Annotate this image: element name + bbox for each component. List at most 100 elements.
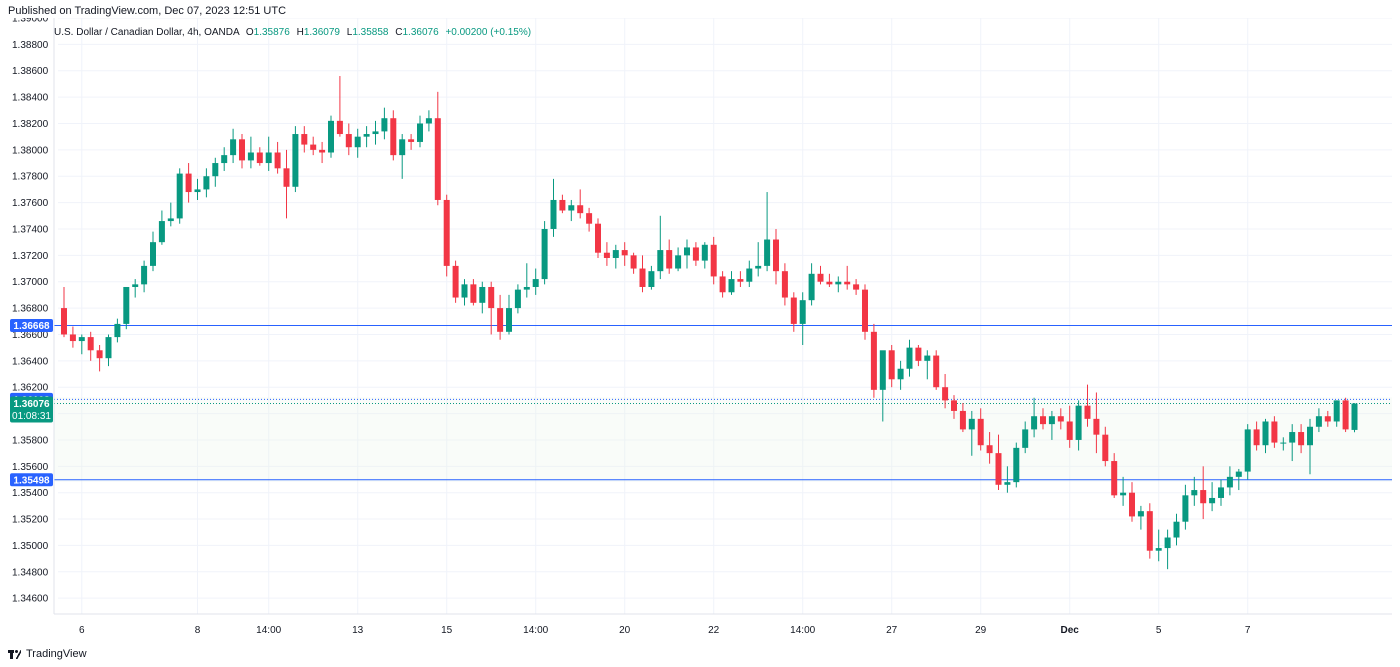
candle-body: [265, 152, 272, 164]
candle-body: [1048, 416, 1055, 425]
candle-body: [488, 286, 495, 309]
candle-body: [1333, 400, 1340, 422]
tradingview-branding[interactable]: TradingView: [8, 646, 87, 662]
candle: [1315, 408, 1322, 433]
branding-text: TradingView: [26, 648, 87, 660]
candle-body: [1342, 400, 1349, 430]
x-tick-label: 14:00: [523, 625, 548, 636]
candle-body: [381, 118, 388, 132]
candle: [283, 149, 290, 219]
candle: [657, 215, 664, 280]
candle: [203, 168, 210, 198]
candle-body: [523, 286, 530, 290]
candle-body: [915, 347, 922, 361]
candlestick-chart[interactable]: 1.39000 1.38800 1.38600 1.38400 1.38200 1.380…: [8, 18, 1392, 638]
candle-body: [1040, 416, 1046, 425]
candle: [1066, 405, 1073, 448]
chart-frame[interactable]: 1.39000 1.38800 1.38600 1.38400 1.38200 1.380…: [8, 18, 1392, 638]
candle: [648, 265, 655, 290]
candle: [977, 408, 984, 451]
candle-body: [808, 273, 815, 301]
candle-body: [141, 265, 148, 285]
candle: [399, 134, 406, 179]
candle-body: [799, 300, 806, 324]
candle-body: [897, 368, 904, 380]
candle: [319, 141, 326, 164]
y-tick-label: 1.38400: [12, 93, 49, 104]
candle: [1209, 482, 1216, 512]
candle: [1048, 410, 1055, 440]
candle: [630, 252, 637, 274]
candle-body: [408, 139, 415, 142]
y-tick-label: 1.37800: [12, 172, 49, 183]
candle-body: [924, 355, 931, 361]
candle-body: [862, 289, 868, 332]
candle: [1324, 410, 1331, 427]
candle: [888, 345, 895, 388]
candle: [862, 284, 868, 340]
candle-body: [345, 134, 352, 148]
candle: [1351, 403, 1358, 433]
candle: [381, 107, 388, 140]
candle: [310, 136, 317, 156]
candle: [808, 263, 815, 306]
candle-body: [514, 289, 521, 309]
candle-body: [933, 355, 940, 388]
candle: [479, 281, 486, 314]
candle: [1093, 392, 1100, 454]
candle-body: [1298, 432, 1305, 446]
candle: [1075, 400, 1082, 451]
candle-body: [1280, 442, 1287, 444]
candle: [1218, 479, 1224, 506]
candle-body: [497, 308, 504, 332]
candle: [114, 318, 121, 343]
x-tick-label: 6: [79, 625, 85, 636]
candle-body: [69, 334, 76, 342]
candle: [514, 284, 521, 314]
candle-body: [434, 118, 441, 200]
y-tick-label: 1.38200: [12, 119, 49, 130]
candle: [1084, 384, 1091, 427]
candle: [684, 239, 690, 269]
legend-change: +0.00200 (+0.15%): [445, 27, 531, 38]
candle-body: [1031, 416, 1038, 430]
candle-body: [1111, 461, 1118, 496]
candle-body: [336, 120, 343, 135]
candle: [595, 218, 601, 258]
y-tick-label: 1.37600: [12, 198, 49, 209]
range-highlight-band: [54, 397, 1392, 482]
candle: [301, 126, 308, 153]
candle: [1244, 424, 1251, 480]
candle-body: [1351, 403, 1358, 430]
candle-body: [114, 323, 121, 338]
candle: [390, 110, 397, 161]
candle: [532, 268, 539, 295]
y-tick-label: 1.35000: [12, 541, 49, 552]
candle-body: [167, 218, 174, 222]
candle-body: [790, 297, 797, 324]
level-price-tag-text: 1.36668: [13, 321, 50, 332]
candle: [1191, 476, 1198, 506]
candle-body: [1075, 405, 1082, 440]
candle-body: [541, 228, 548, 280]
candle: [274, 141, 281, 174]
candle-body: [221, 155, 228, 164]
candle-body: [1226, 476, 1233, 488]
candle: [345, 123, 352, 156]
candle-body: [203, 176, 210, 190]
candle: [506, 294, 512, 335]
y-tick-label: 1.34600: [12, 594, 49, 605]
candle-body: [773, 239, 779, 272]
x-tick-label: 8: [195, 625, 201, 636]
candle: [1298, 424, 1305, 454]
candle-body: [853, 284, 860, 290]
candle-body: [755, 265, 762, 269]
candle: [621, 242, 628, 266]
y-tick-label: 1.37200: [12, 251, 49, 262]
candle-body: [879, 350, 886, 390]
candle: [710, 236, 717, 285]
candle: [781, 263, 788, 306]
candle: [764, 192, 771, 272]
candle-body: [1315, 416, 1322, 427]
